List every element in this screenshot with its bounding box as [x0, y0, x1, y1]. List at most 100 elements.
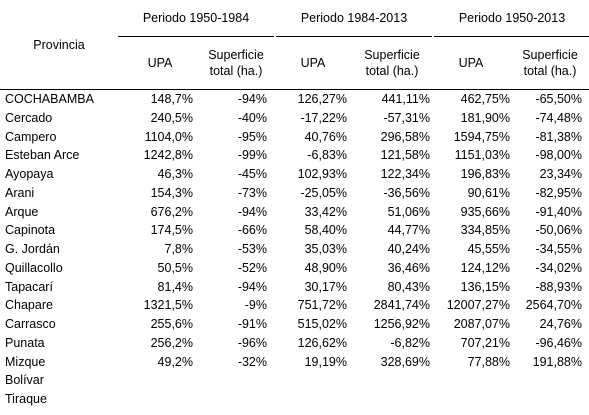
row-value-cell: 81,4%	[157, 279, 193, 294]
row-provincia-name: Tiraque	[5, 392, 47, 406]
row-value-cell: 136,15%	[460, 279, 510, 294]
row-provincia-name: Cercado	[5, 110, 53, 125]
row-value-cell: -91%	[237, 317, 267, 331]
row-value-cell: 148,7%	[150, 92, 193, 106]
row-value-cell: -6,82%	[390, 335, 430, 350]
row-value-cell: -66%	[237, 223, 267, 238]
row-value-cell: -17,22%	[300, 110, 347, 125]
row-value-cell: -96,46%	[535, 335, 582, 350]
row-value-cell: 48,90%	[304, 260, 347, 275]
row-provincia-name: Capinota	[5, 223, 56, 238]
row-value-cell: 126,27%	[297, 92, 347, 106]
row-value-cell: -34,02%	[535, 260, 582, 275]
row-value-cell: 240,5%	[150, 110, 193, 125]
row-value-cell: -36,56%	[383, 185, 430, 200]
row-value-cell: 174,5%	[150, 223, 193, 238]
header-underline-2	[276, 36, 432, 37]
row-value-cell: 122,34%	[380, 167, 430, 181]
row-value-cell: -57,31%	[383, 110, 430, 125]
row-value-cell: 24,76%	[539, 317, 582, 331]
row-value-cell: 751,72%	[297, 298, 347, 313]
row-provincia-name: Tapacarí	[5, 279, 53, 294]
row-value-cell: 30,17%	[304, 279, 347, 294]
row-value-cell: 2564,70%	[525, 298, 582, 313]
row-value-cell: 51,06%	[387, 204, 430, 219]
row-value-cell: 935,66%	[460, 204, 510, 219]
row-value-cell: 515,02%	[297, 317, 347, 331]
subheader-sup-line2: total (ha.)	[365, 64, 419, 78]
row-value-cell: 19,19%	[304, 354, 347, 369]
row-value-cell: 154,3%	[150, 185, 193, 200]
row-value-cell: 255,6%	[150, 317, 193, 331]
row-value-cell: -96%	[237, 335, 267, 350]
subheader-sup-line1: Superficie	[208, 48, 264, 62]
row-provincia-name: COCHABAMBA	[5, 92, 94, 106]
row-value-cell: 77,88%	[467, 354, 510, 369]
header-underline-3	[434, 36, 589, 37]
header-underline-1	[118, 36, 274, 37]
row-provincia-name: Chapare	[5, 298, 53, 313]
row-value-cell: 121,58%	[380, 148, 430, 163]
header-period-1: Periodo 1950-1984	[142, 11, 250, 25]
subheader-sup-line2: total (ha.)	[523, 64, 577, 78]
row-value-cell: -50,06%	[535, 223, 582, 238]
row-value-cell: 36,46%	[387, 260, 430, 275]
row-value-cell: 462,75%	[460, 92, 510, 106]
row-value-cell: 126,62%	[297, 335, 347, 350]
row-value-cell: 102,93%	[297, 167, 347, 181]
row-value-cell: 256,2%	[150, 335, 193, 350]
row-value-cell: 23,34%	[539, 167, 582, 181]
row-value-cell: 1256,92%	[373, 317, 430, 331]
row-value-cell: 44,77%	[387, 223, 430, 238]
row-provincia-name: Campero	[5, 129, 57, 144]
subheader-upa-2: UPA	[300, 56, 326, 70]
header-bottom-rule	[0, 89, 589, 90]
row-value-cell: 35,03%	[304, 242, 347, 256]
row-value-cell: 441,11%	[381, 92, 430, 106]
subheader-sup-2: Superficie total (ha.)	[350, 47, 434, 79]
row-provincia-name: Carrasco	[5, 317, 56, 331]
subheader-sup-line1: Superficie	[522, 48, 578, 62]
row-value-cell: 181,90%	[460, 110, 510, 125]
row-value-cell: 124,12%	[460, 260, 510, 275]
row-value-cell: 1594,75%	[453, 129, 510, 144]
row-value-cell: -6,83%	[307, 148, 347, 163]
row-value-cell: 40,24%	[387, 242, 430, 256]
row-value-cell: 50,5%	[157, 260, 193, 275]
row-value-cell: 328,69%	[380, 354, 430, 369]
row-value-cell: 1321,5%	[143, 298, 193, 313]
row-value-cell: 45,55%	[467, 242, 510, 256]
row-value-cell: 296,58%	[380, 129, 430, 144]
row-value-cell: -65,50%	[535, 92, 582, 106]
row-value-cell: -74,48%	[535, 110, 582, 125]
subheader-upa-3: UPA	[458, 56, 484, 70]
row-provincia-name: Arani	[5, 185, 35, 200]
row-value-cell: -91,40%	[535, 204, 582, 219]
row-value-cell: 191,88%	[532, 354, 582, 369]
header-provincia: Provincia	[33, 38, 85, 52]
header-period-2: Periodo 1984-2013	[300, 11, 408, 25]
row-value-cell: 196,83%	[460, 167, 510, 181]
row-value-cell: -98,00%	[535, 148, 582, 163]
row-value-cell: 49,2%	[157, 354, 193, 369]
row-provincia-name: Esteban Arce	[5, 148, 80, 163]
row-value-cell: -88,93%	[535, 279, 582, 294]
row-value-cell: 334,85%	[460, 223, 510, 238]
row-value-cell: 40,76%	[304, 129, 347, 144]
row-value-cell: 2087,07%	[453, 317, 510, 331]
row-value-cell: 33,42%	[304, 204, 347, 219]
row-provincia-name: Arque	[5, 204, 39, 219]
row-value-cell: -94%	[237, 204, 267, 219]
row-value-cell: 7,8%	[164, 242, 194, 256]
row-value-cell: -95%	[237, 129, 267, 144]
subheader-sup-3: Superficie total (ha.)	[510, 47, 589, 79]
row-value-cell: 12007,27%	[446, 298, 510, 313]
row-value-cell: -40%	[237, 110, 267, 125]
row-provincia-name: G. Jordán	[5, 242, 60, 256]
row-value-cell: 707,21%	[460, 335, 510, 350]
subheader-sup-line1: Superficie	[364, 48, 420, 62]
subheader-sup-line2: total (ha.)	[209, 64, 263, 78]
subheader-upa-1: UPA	[147, 56, 173, 70]
row-value-cell: -32%	[237, 354, 267, 369]
